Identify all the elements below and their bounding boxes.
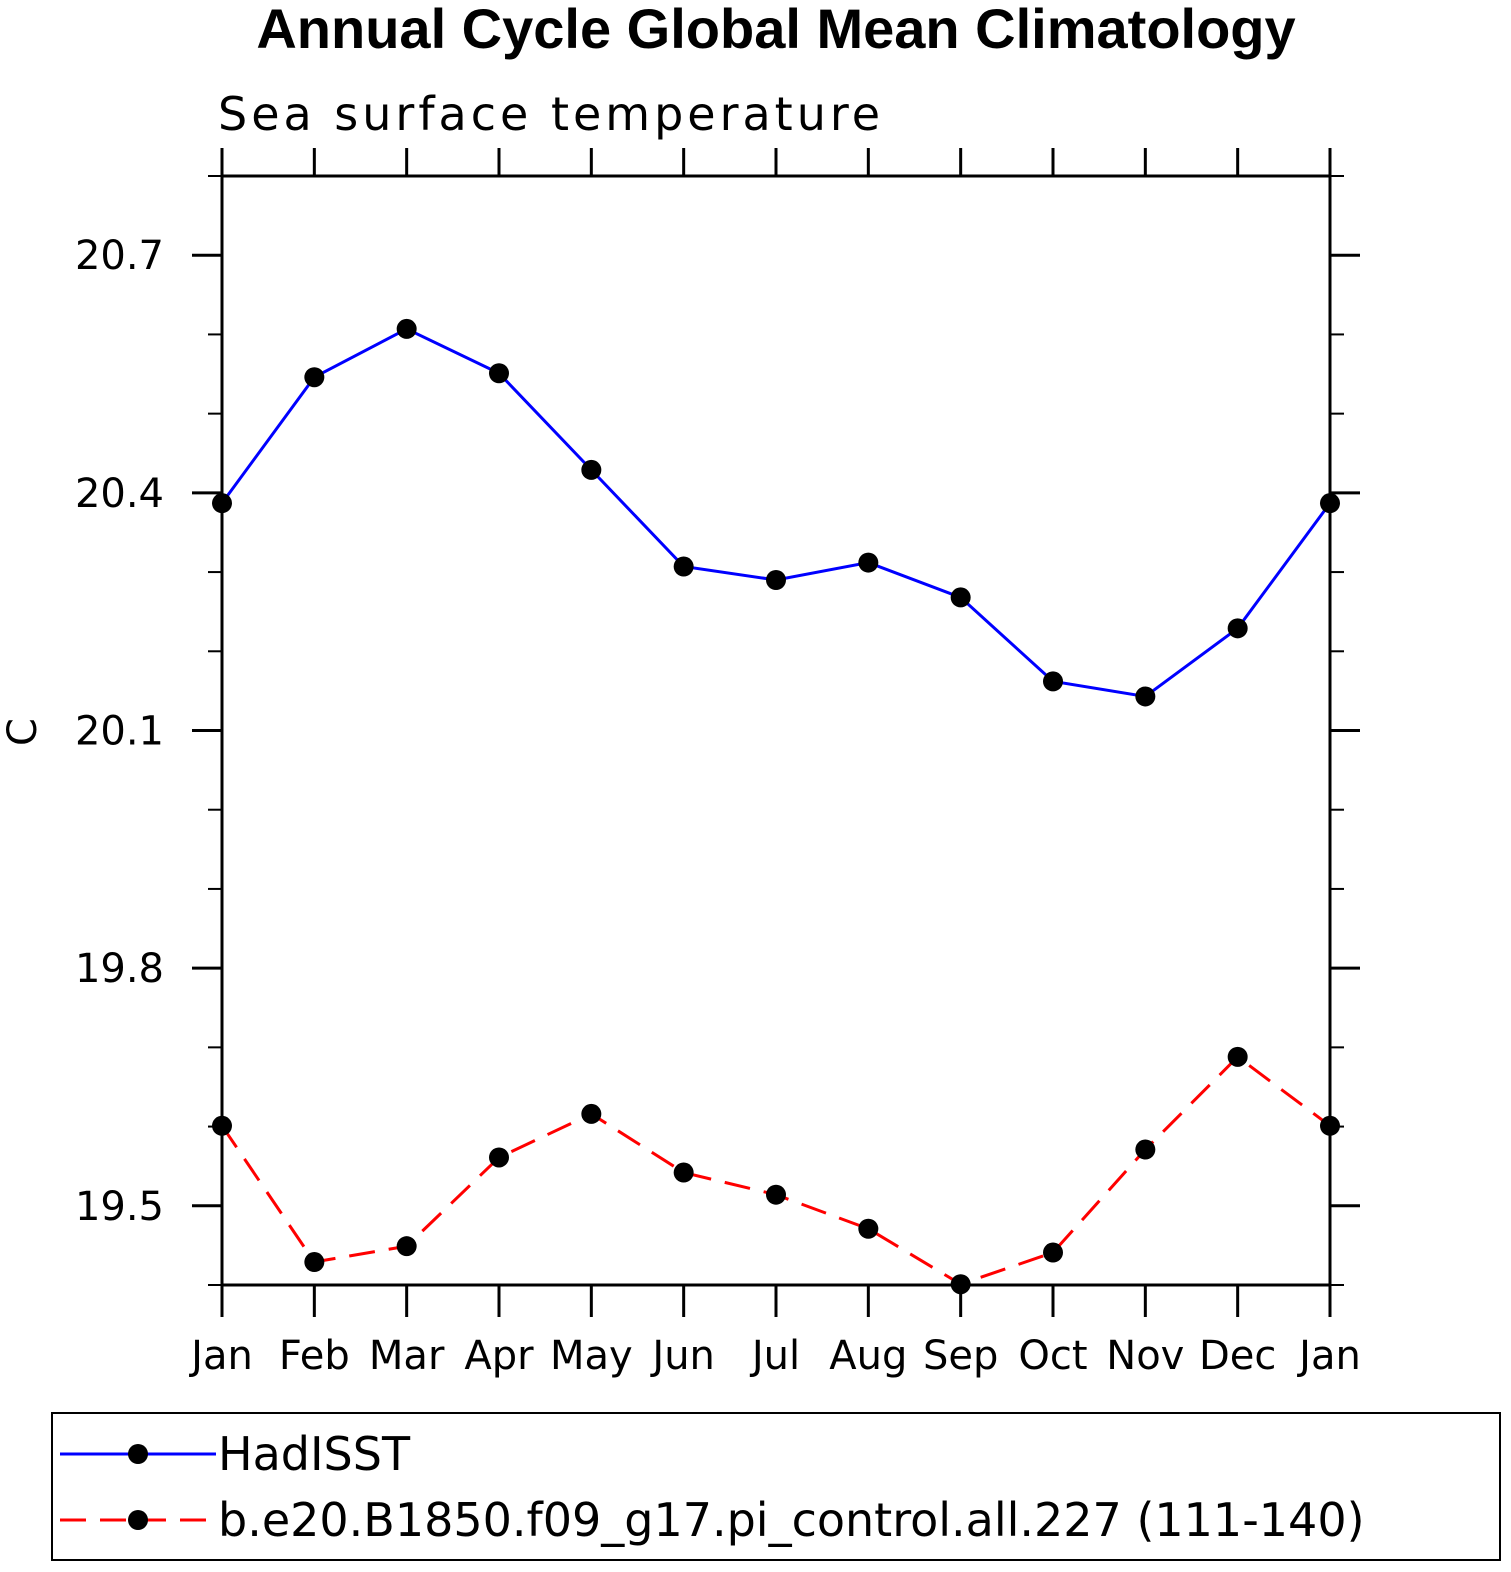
y-tick-label: 20.7 — [75, 233, 164, 279]
legend-entry: b.e20.B1850.f09_g17.pi_control.all.227 (… — [218, 1493, 1365, 1547]
y-tick-label: 20.1 — [75, 709, 164, 755]
axes: Jan Feb Mar Apr May Jun Jul Aug Sep Oct Nov Dec Jan 1… — [75, 148, 1361, 1379]
data-point — [766, 569, 786, 590]
legend-marker — [128, 1444, 148, 1464]
data-point — [1320, 1115, 1340, 1136]
data-point — [1135, 1139, 1156, 1160]
x-tick-label: Nov — [1106, 1333, 1184, 1379]
series-line — [220, 327, 1332, 699]
data-point — [212, 1115, 232, 1136]
data-point — [1227, 1046, 1248, 1067]
x-tick-label: Jan — [188, 1333, 253, 1379]
data-point — [858, 552, 879, 573]
x-tick-label: Jul — [749, 1333, 800, 1379]
x-tick-label: Jan — [1296, 1333, 1361, 1379]
data-point — [950, 587, 971, 608]
data-point — [396, 1236, 417, 1257]
data-point — [304, 1252, 325, 1273]
data-point — [673, 1162, 694, 1183]
x-tick-label: Feb — [279, 1333, 350, 1379]
series-1 — [212, 318, 1340, 707]
y-tick-label: 19.8 — [75, 946, 164, 992]
data-point — [950, 1274, 971, 1295]
y-axis-label: C — [0, 718, 46, 746]
x-tick-label: Jun — [649, 1333, 715, 1379]
series-layer — [212, 318, 1340, 1295]
legend: HadISST b.e20.B1850.f09_g17.pi_control.al… — [60, 1427, 1365, 1547]
x-tick-label: Apr — [464, 1333, 534, 1379]
chart-subtitle: Sea surface temperature — [218, 87, 884, 141]
data-point — [489, 363, 509, 384]
x-tick-label: Mar — [369, 1333, 445, 1379]
data-point — [1135, 686, 1156, 707]
data-point — [1320, 493, 1340, 514]
legend-entry: HadISST — [218, 1427, 411, 1481]
plot-frame — [220, 174, 1332, 1287]
data-point — [1043, 1242, 1063, 1263]
legend-box — [51, 1412, 1501, 1561]
x-tick-label: Dec — [1199, 1333, 1276, 1379]
x-tick-label: Sep — [923, 1333, 998, 1379]
x-tick-label: May — [550, 1333, 633, 1379]
x-tick-label: Oct — [1018, 1333, 1087, 1379]
y-tick-label: 19.5 — [75, 1184, 164, 1230]
data-point — [858, 1218, 879, 1239]
series-line — [220, 1054, 1331, 1286]
data-point — [212, 493, 232, 514]
x-tick-label: Aug — [829, 1333, 907, 1379]
data-point — [396, 318, 417, 339]
series-2 — [212, 1046, 1340, 1295]
data-point — [489, 1147, 509, 1168]
data-point — [673, 556, 694, 577]
chart-title: Annual Cycle Global Mean Climatology — [256, 0, 1295, 60]
data-point — [1227, 618, 1248, 639]
y-tick-label: 20.4 — [75, 471, 164, 517]
data-point — [581, 1103, 602, 1124]
data-point — [1043, 671, 1063, 692]
legend-marker — [128, 1510, 148, 1530]
data-point — [304, 367, 325, 388]
data-point — [766, 1184, 786, 1205]
data-point — [581, 459, 602, 480]
